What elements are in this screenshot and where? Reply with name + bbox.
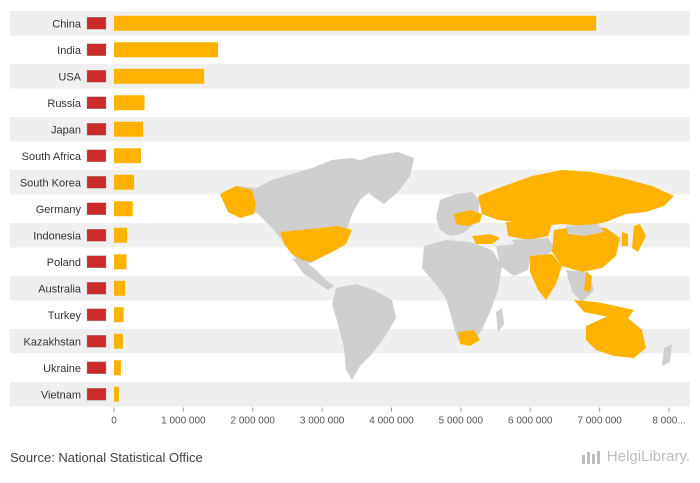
flag-icon — [86, 149, 107, 162]
row-background — [10, 64, 690, 89]
tick-label: 8 000... — [652, 416, 685, 427]
row-background — [10, 37, 690, 62]
flag-icon — [86, 229, 107, 242]
row-background — [10, 90, 690, 115]
map-mongolia — [566, 224, 604, 236]
category-label: Russia — [47, 98, 82, 110]
category-label: Kazakhstan — [24, 336, 81, 348]
flag-icon — [86, 202, 107, 215]
map-new-zealand — [662, 344, 672, 366]
flag-icon — [86, 17, 107, 30]
tick-label: 1 000 000 — [161, 416, 206, 427]
map-russia — [478, 170, 674, 226]
category-label: Japan — [51, 124, 81, 136]
category-label: Indonesia — [33, 230, 82, 242]
tick-label: 2 000 000 — [231, 416, 276, 427]
category-label: Ukraine — [43, 363, 81, 375]
map-greenland — [350, 152, 414, 204]
row-background — [10, 117, 690, 142]
flag-icon — [86, 255, 107, 268]
flag-icon — [86, 308, 107, 321]
category-label: Poland — [47, 257, 81, 269]
bar[interactable] — [114, 95, 145, 111]
map-korea — [622, 232, 628, 246]
map-japan — [632, 224, 646, 252]
tick-label: 7 000 000 — [577, 416, 622, 427]
map-vietnam — [584, 272, 592, 292]
tick-label: 5 000 000 — [439, 416, 484, 427]
library-logo-icon — [581, 450, 600, 464]
map-central-asia — [512, 238, 556, 258]
bar[interactable] — [114, 42, 219, 58]
bar[interactable] — [114, 68, 205, 84]
source-note: Source: National Statistical Office — [10, 450, 203, 465]
world-map-icon — [220, 152, 674, 380]
flag-icon — [86, 282, 107, 295]
flag-icon — [86, 43, 107, 56]
flag-icon — [86, 361, 107, 374]
brand-logo: HelgiLibrary. — [581, 448, 690, 465]
bar[interactable] — [114, 121, 144, 137]
bar[interactable] — [114, 280, 126, 296]
map-usa — [280, 226, 352, 262]
map-central-america — [292, 258, 334, 290]
tick-label: 3 000 000 — [300, 416, 345, 427]
bar[interactable] — [114, 15, 597, 31]
category-label: Germany — [36, 204, 82, 216]
map-australia — [586, 316, 646, 358]
category-label: South Africa — [22, 151, 82, 163]
flag-icon — [86, 96, 107, 109]
flag-icon — [86, 335, 107, 348]
flag-icon — [86, 70, 107, 83]
category-label: USA — [58, 71, 81, 83]
bar[interactable] — [114, 307, 124, 323]
map-india — [530, 254, 562, 300]
bar[interactable] — [114, 333, 124, 349]
category-label: Turkey — [48, 310, 82, 322]
map-kazakhstan — [506, 220, 552, 240]
map-africa — [422, 240, 502, 344]
bar[interactable] — [114, 201, 133, 217]
bar[interactable] — [114, 148, 142, 164]
bar[interactable] — [114, 174, 135, 190]
map-indonesia — [574, 300, 634, 318]
tick-label: 0 — [111, 416, 117, 427]
bars — [114, 15, 597, 402]
category-label: India — [57, 45, 82, 57]
map-south-africa — [458, 330, 480, 346]
brand-name: HelgiLibrary. — [606, 448, 690, 465]
flag-icon — [86, 176, 107, 189]
category-labels: China India USA Russia Japan South Africa Sout… — [20, 18, 82, 401]
map-alaska — [220, 186, 256, 218]
map-madagascar — [496, 308, 504, 332]
map-turkey — [472, 234, 500, 244]
tick-label: 6 000 000 — [508, 416, 553, 427]
category-label: South Korea — [20, 177, 82, 189]
bar[interactable] — [114, 386, 119, 402]
flag-icon — [86, 388, 107, 401]
row-background — [10, 382, 690, 407]
bar[interactable] — [114, 360, 121, 376]
map-china — [552, 226, 620, 272]
bar[interactable] — [114, 254, 127, 270]
category-label: Vietnam — [41, 389, 81, 401]
flags — [86, 17, 107, 401]
map-central-europe — [454, 210, 482, 226]
flag-icon — [86, 123, 107, 136]
category-label: China — [52, 18, 82, 30]
category-label: Australia — [38, 283, 82, 295]
x-axis: 0 1 000 000 2 000 000 3 000 000 4 000 000 5 0… — [111, 407, 686, 427]
map-south-america — [332, 284, 396, 380]
bar[interactable] — [114, 227, 128, 243]
tick-label: 4 000 000 — [369, 416, 414, 427]
